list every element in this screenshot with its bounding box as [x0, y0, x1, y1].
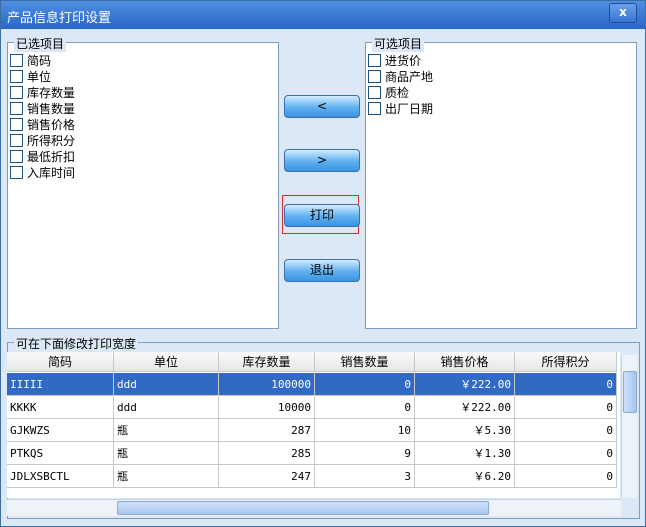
table-cell[interactable]: ￥5.30	[415, 419, 515, 442]
table-cell[interactable]: ￥1.30	[415, 442, 515, 465]
table-cell[interactable]: PTKQS	[7, 442, 114, 465]
checkbox-item[interactable]: 质检	[368, 84, 409, 100]
button[interactable]: >	[284, 149, 360, 172]
checkbox[interactable]	[10, 101, 23, 115]
close-button[interactable]: x	[609, 3, 637, 23]
scroll-thumb[interactable]	[623, 371, 637, 413]
column-header: 库存数量	[219, 352, 315, 372]
button[interactable]: 打印	[284, 204, 360, 227]
item-label: 库存数量	[27, 85, 76, 100]
table-cell[interactable]: ddd	[114, 373, 219, 396]
checkbox[interactable]	[368, 101, 381, 115]
table-cell[interactable]: ddd	[114, 396, 219, 419]
checkbox-item[interactable]: 库存数量	[10, 84, 75, 100]
checkbox[interactable]	[368, 69, 381, 83]
selected-group: 已选项目 简码 单位 库存数量 销售数量 销售价格 所得积分 最低折扣 入库时间	[7, 35, 279, 329]
table-cell[interactable]: KKKK	[7, 396, 114, 419]
group-label: 已选项目	[14, 35, 67, 52]
item-label: 单位	[27, 69, 52, 84]
checkbox-item[interactable]: 入库时间	[10, 164, 75, 180]
column-header: 单位	[114, 352, 219, 372]
title-bar: 产品信息打印设置 x	[1, 1, 645, 29]
table-cell[interactable]: 10000	[219, 396, 315, 419]
table-cell[interactable]: 瓶	[114, 465, 219, 488]
checkbox[interactable]	[368, 85, 381, 99]
available-group: 可选项目 进货价 商品产地 质检 出厂日期	[365, 35, 637, 329]
checkbox[interactable]	[10, 133, 23, 147]
table-cell[interactable]: 瓶	[114, 442, 219, 465]
table-cell[interactable]: ￥222.00	[415, 396, 515, 419]
checkbox-item[interactable]: 进货价	[368, 52, 421, 68]
table-cell[interactable]: 10	[315, 419, 415, 442]
table-cell[interactable]: 0	[515, 465, 617, 488]
table-cell[interactable]: 100000	[219, 373, 315, 396]
checkbox-item[interactable]: 商品产地	[368, 68, 433, 84]
button[interactable]: <	[284, 95, 360, 118]
group-label: 可选项目	[372, 35, 425, 52]
checkbox[interactable]	[10, 53, 23, 67]
checkbox[interactable]	[10, 85, 23, 99]
table-cell[interactable]: 247	[219, 465, 315, 488]
column-header: 所得积分	[515, 352, 617, 372]
table-cell[interactable]: 0	[515, 442, 617, 465]
item-label: 销售数量	[27, 101, 76, 116]
scroll-thumb[interactable]	[117, 501, 489, 515]
item-label: 最低折扣	[27, 149, 76, 164]
checkbox-item[interactable]: 单位	[10, 68, 51, 84]
data-grid: 简码 单位 库存数量 销售数量 销售价格 所得积分 IIIII ddd 100000 0 ￥222.…	[7, 352, 620, 498]
button[interactable]: 退出	[284, 259, 360, 282]
table-cell[interactable]: GJKWZS	[7, 419, 114, 442]
item-label: 进货价	[385, 53, 422, 68]
table-cell[interactable]: 0	[515, 419, 617, 442]
table-cell[interactable]: 0	[515, 396, 617, 419]
table-cell[interactable]: ￥6.20	[415, 465, 515, 488]
checkbox[interactable]	[368, 53, 381, 67]
table-cell[interactable]: 287	[219, 419, 315, 442]
checkbox[interactable]	[10, 117, 23, 131]
table-cell[interactable]: 285	[219, 442, 315, 465]
group-label: 可在下面修改打印宽度	[14, 335, 139, 352]
checkbox-item[interactable]: 简码	[10, 52, 51, 68]
checkbox-item[interactable]: 销售价格	[10, 116, 75, 132]
table-cell[interactable]: 0	[515, 373, 617, 396]
checkbox-item[interactable]: 销售数量	[10, 100, 75, 116]
checkbox-item[interactable]: 最低折扣	[10, 148, 75, 164]
horizontal-scrollbar[interactable]	[7, 499, 621, 516]
checkbox[interactable]	[10, 165, 23, 179]
column-header: 销售数量	[315, 352, 415, 372]
table-cell[interactable]: 9	[315, 442, 415, 465]
table-cell[interactable]: 瓶	[114, 419, 219, 442]
checkbox-item[interactable]: 出厂日期	[368, 100, 433, 116]
column-header: 简码	[7, 352, 114, 372]
item-label: 质检	[385, 85, 410, 100]
checkbox[interactable]	[10, 149, 23, 163]
checkbox-item[interactable]: 所得积分	[10, 132, 75, 148]
column-header: 销售价格	[415, 352, 515, 372]
checkbox[interactable]	[10, 69, 23, 83]
table-cell[interactable]: ￥222.00	[415, 373, 515, 396]
item-label: 入库时间	[27, 165, 76, 180]
vertical-scrollbar[interactable]	[621, 355, 637, 498]
item-label: 所得积分	[27, 133, 76, 148]
table-cell[interactable]: 3	[315, 465, 415, 488]
item-label: 简码	[27, 53, 52, 68]
table-cell[interactable]: 0	[315, 396, 415, 419]
item-label: 商品产地	[385, 69, 434, 84]
item-label: 销售价格	[27, 117, 76, 132]
window-title: 产品信息打印设置	[7, 11, 112, 26]
table-cell[interactable]: IIIII	[7, 373, 114, 396]
table-cell[interactable]: 0	[315, 373, 415, 396]
table-cell[interactable]: JDLXSBCTL	[7, 465, 114, 488]
item-label: 出厂日期	[385, 101, 434, 116]
